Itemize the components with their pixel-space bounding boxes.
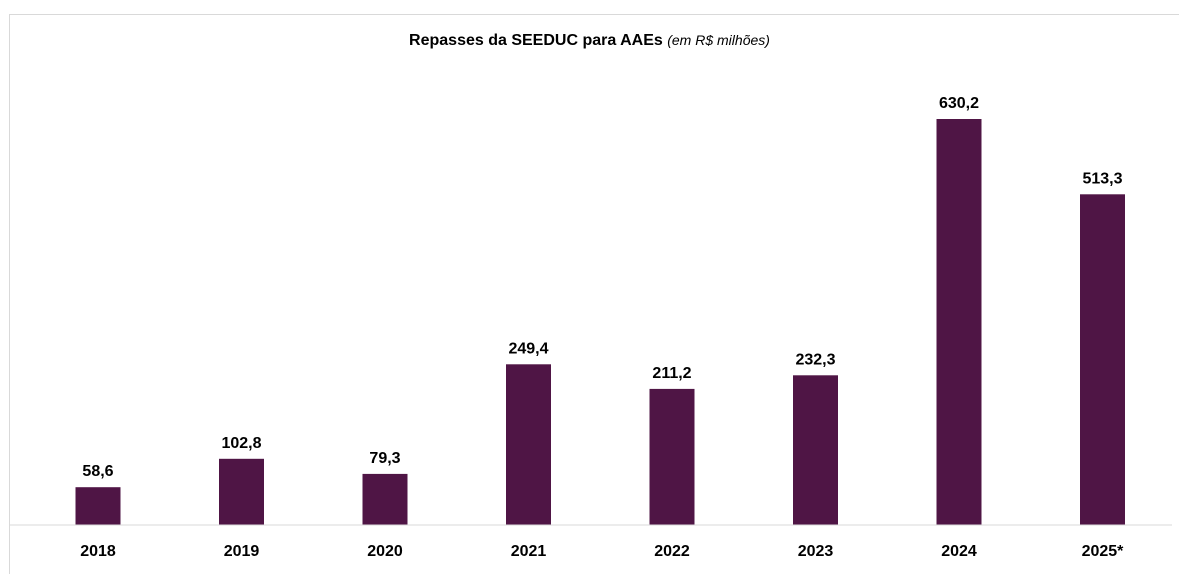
bar-2023 xyxy=(793,375,838,525)
data-label-2024: 630,2 xyxy=(939,95,979,112)
data-label-2025-estimate: 513,3 xyxy=(1082,170,1122,187)
data-label-2020: 79,3 xyxy=(369,450,400,467)
chart-title: Repasses da SEEDUC para AAEs (em R$ milh… xyxy=(0,32,1179,50)
x-tick-label-2019: 2019 xyxy=(224,543,260,560)
data-label-2022: 211,2 xyxy=(652,365,691,382)
bar-2025-estimate xyxy=(1080,194,1125,526)
bar-2019 xyxy=(219,458,264,525)
bar-2024 xyxy=(936,119,982,525)
x-tick-label-2021: 2021 xyxy=(511,543,547,560)
data-labels-layer: 58,6 102,8 79,3 249,4 211,2 232,3 630,2 513,3 xyxy=(82,95,1122,480)
x-tick-label-2020: 2020 xyxy=(367,543,403,560)
x-tick-label-2023: 2023 xyxy=(798,543,834,560)
bar-2020 xyxy=(362,473,408,525)
x-tick-label-2022: 2022 xyxy=(654,543,690,560)
bar-2018 xyxy=(75,487,121,525)
data-label-2019: 102,8 xyxy=(221,435,261,452)
x-tick-label-2025-estimate: 2025* xyxy=(1082,543,1125,560)
data-label-2018: 58,6 xyxy=(82,463,113,480)
bars-layer xyxy=(75,119,1125,526)
bar-2021 xyxy=(506,364,551,525)
chart-title-main: Repasses da SEEDUC para AAEs xyxy=(409,32,663,49)
data-label-2023: 232,3 xyxy=(795,351,835,368)
chart-subtitle: (em R$ milhões) xyxy=(667,32,770,48)
x-tick-label-2018: 2018 xyxy=(80,543,116,560)
chart-frame xyxy=(9,14,1179,574)
x-tick-labels-layer: 2018 2019 2020 2021 2022 2023 2024 2025* xyxy=(80,543,1124,560)
x-tick-label-2024: 2024 xyxy=(941,543,977,560)
bar-2022 xyxy=(649,388,695,525)
data-label-2021: 249,4 xyxy=(508,340,548,357)
